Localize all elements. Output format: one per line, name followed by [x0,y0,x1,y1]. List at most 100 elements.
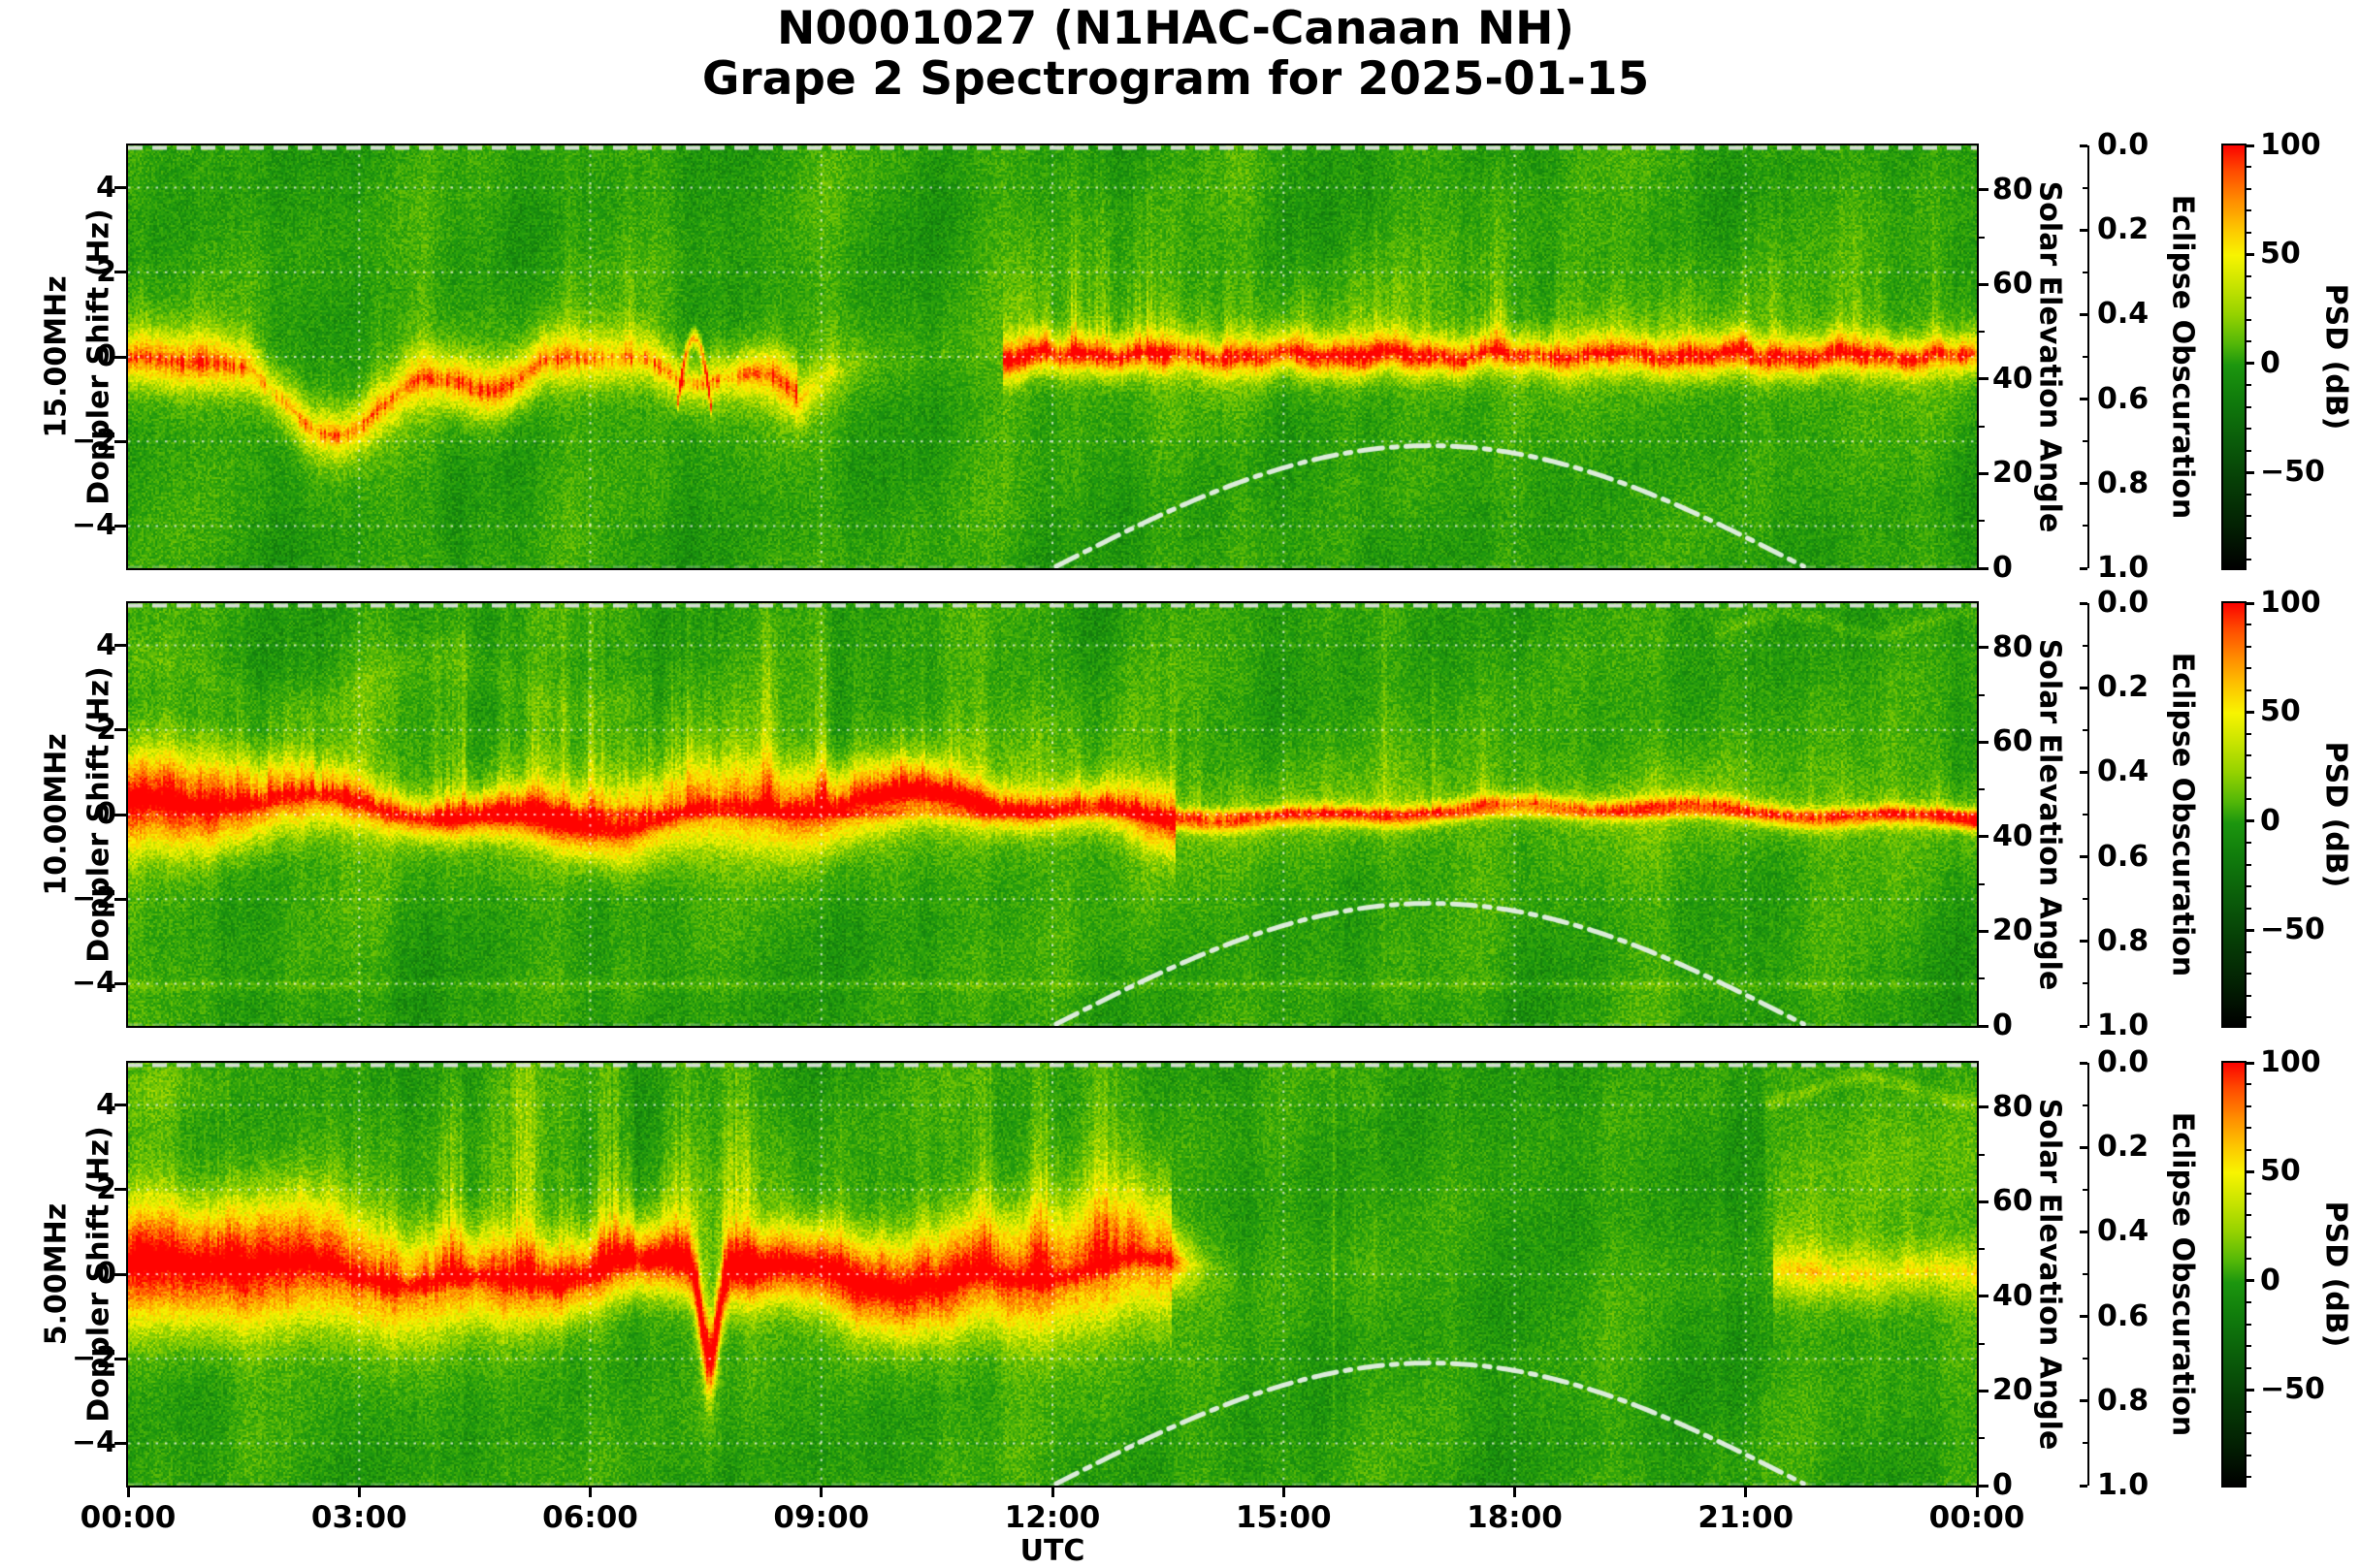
colorbar-minor-tick [2247,1127,2251,1130]
solar-tick [1979,282,1988,286]
doppler-tick-label: −2 [71,424,116,459]
colorbar-minor-tick [2247,732,2251,735]
solar-minor-tick [1979,520,1985,523]
eclipse-tick [2080,601,2087,605]
doppler-axis-frequency-label: 10.00MHz [39,733,74,896]
colorbar-minor-tick [2247,536,2251,539]
solar-tick-label: 80 [1992,629,2033,664]
doppler-axis-label: Doppler Shift (Hz) [81,1126,116,1423]
x-tick-label: 18:00 [1467,1500,1563,1535]
colorbar-minor-tick [2247,493,2251,496]
psd-colorbar [2221,144,2247,570]
solar-tick-label: 80 [1992,1089,2033,1124]
eclipse-minor-tick [2083,440,2087,443]
doppler-tick-label: −2 [71,881,116,916]
title-line-1: N0001027 (N1HAC-Canaan NH) [777,2,1574,55]
doppler-tick-label: 4 [96,170,116,205]
colorbar-minor-tick [2247,688,2251,691]
solar-tick-label: 60 [1992,1184,2033,1219]
colorbar-minor-tick [2247,405,2251,408]
colorbar-minor-tick [2247,384,2251,387]
doppler-tick [114,1188,126,1192]
colorbar-tick [2247,1061,2254,1065]
eclipse-tick [2080,398,2087,401]
colorbar-minor-tick [2247,1083,2251,1086]
solar-tick [1979,1295,1988,1298]
eclipse-minor-tick [2083,814,2087,816]
figure-title: N0001027 (N1HAC-Canaan NH) Grape 2 Spect… [0,4,2351,105]
solar-tick [1979,929,1988,933]
doppler-tick-label: −4 [71,1425,116,1460]
colorbar-minor-tick [2247,1432,2251,1435]
x-tick [1513,1488,1516,1497]
eclipse-minor-tick [2083,644,2087,647]
eclipse-tick [2080,1230,2087,1233]
colorbar-tick [2247,362,2254,366]
solar-tick [1979,188,1988,192]
x-tick-label: 21:00 [1697,1500,1794,1535]
colorbar-minor-tick [2247,231,2251,234]
eclipse-tick [2080,1061,2087,1065]
colorbar-minor-tick [2247,166,2251,169]
x-tick-label: 03:00 [310,1500,407,1535]
eclipse-tick [2080,1024,2087,1028]
solar-minor-tick [1979,882,1985,885]
solar-axis-label: Solar Elevation Angle [2032,638,2067,991]
eclipse-tick-label: 0.0 [2097,586,2150,620]
solar-minor-tick [1979,236,1985,239]
eclipse-minor-tick [2083,1273,2087,1275]
colorbar-minor-tick [2247,209,2251,212]
colorbar-minor-tick [2247,973,2251,976]
colorbar-minor-tick [2247,449,2251,452]
doppler-tick-label: 4 [96,1087,116,1122]
x-tick [1744,1488,1748,1497]
eclipse-tick-label: 0.0 [2097,128,2150,162]
eclipse-minor-tick [2083,525,2087,528]
colorbar-tick-label: 100 [2260,128,2321,162]
solar-tick-label: 0 [1992,551,2013,585]
eclipse-tick-label: 0.0 [2097,1045,2150,1079]
colorbar-minor-tick [2247,885,2251,888]
spectrogram-panel-15.00MHz [126,144,1979,570]
doppler-tick [114,355,126,359]
solar-minor-tick [1979,1437,1985,1440]
colorbar-minor-tick [2247,318,2251,321]
colorbar-minor-tick [2247,1104,2251,1107]
solar-minor-tick [1979,1153,1985,1156]
solar-minor-tick [1979,788,1985,791]
eclipse-tick [2080,228,2087,232]
colorbar-tick-label: 0 [2260,345,2280,380]
doppler-tick-label: 0 [96,1257,116,1291]
colorbar-tick-label: 100 [2260,1045,2321,1079]
eclipse-tick-label: 0.6 [2097,1298,2150,1333]
eclipse-tick [2080,482,2087,486]
colorbar-minor-tick [2247,645,2251,648]
eclipse-tick [2080,1399,2087,1403]
x-tick [1051,1488,1054,1497]
colorbar-minor-tick [2247,274,2251,277]
colorbar-tick-label: 100 [2260,586,2321,620]
eclipse-minor-tick [2083,186,2087,189]
colorbar-tick-label: 0 [2260,803,2280,838]
colorbar-minor-tick [2247,187,2251,190]
doppler-axis-frequency-label: 15.00MHz [39,275,74,438]
colorbar-minor-tick [2247,1366,2251,1369]
solar-tick-label: 60 [1992,724,2033,759]
doppler-axis-label: Doppler Shift (Hz) [81,666,116,963]
doppler-tick-label: −4 [71,966,116,1001]
colorbar-tick [2247,1279,2254,1283]
spectrogram-heatmap-10.00MHz [128,603,1977,1026]
solar-tick [1979,1484,1988,1488]
eclipse-tick-label: 0.6 [2097,839,2150,874]
colorbar-minor-tick [2247,428,2251,431]
colorbar-minor-tick [2247,907,2251,910]
colorbar-tick [2247,819,2254,823]
colorbar-minor-tick [2247,798,2251,801]
colorbar-minor-tick [2247,842,2251,845]
eclipse-tick-label: 0.4 [2097,754,2150,789]
colorbar-minor-tick [2247,754,2251,757]
spectrogram-panel-5.00MHz [126,1061,1979,1488]
title-line-2: Grape 2 Spectrogram for 2025-01-15 [701,52,1650,106]
colorbar-minor-tick [2247,950,2251,953]
doppler-tick-label: −4 [71,508,116,543]
